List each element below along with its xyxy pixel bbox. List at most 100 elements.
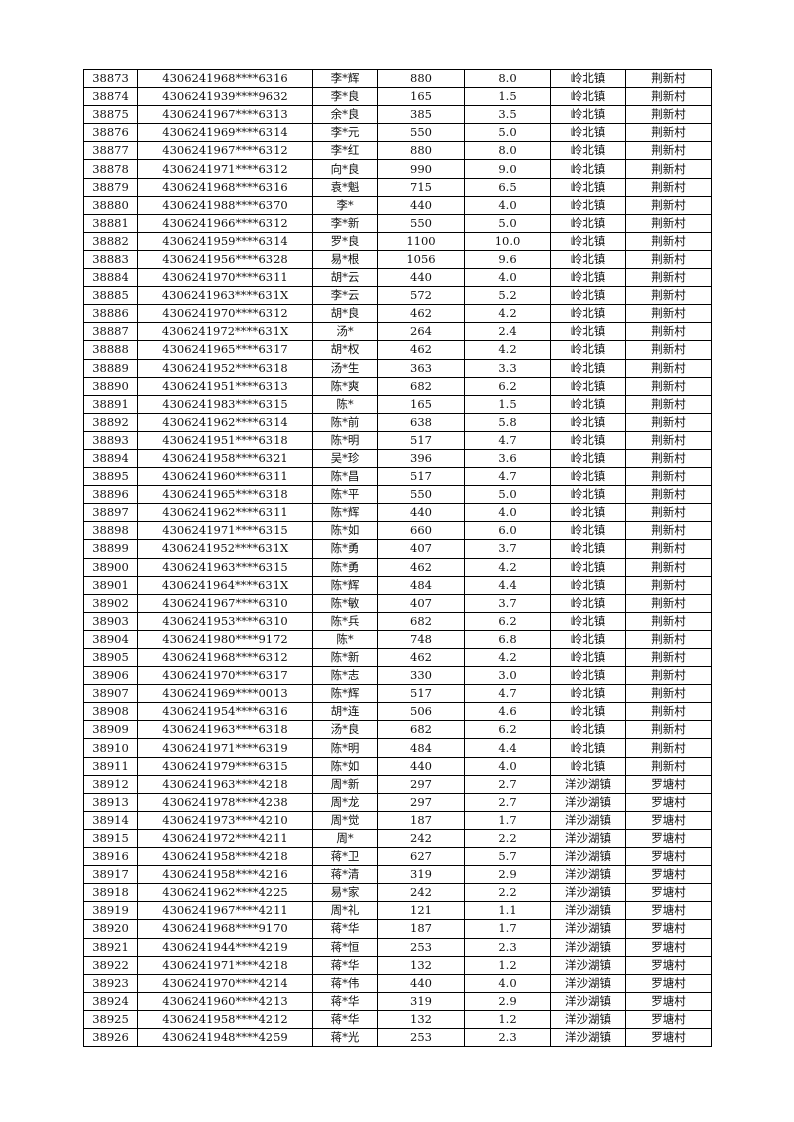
quantity-cell: 5.8 [464,412,551,432]
amount-cell: 517 [377,684,465,704]
quantity-cell: 5.0 [464,485,551,505]
quantity-cell: 1.5 [464,394,551,414]
id-number-cell: 4306241952****6318 [137,358,313,378]
quantity-cell: 2.2 [464,883,551,903]
name-cell: 易*根 [312,249,378,270]
amount-cell: 1100 [377,231,465,251]
name-cell: 周*觉 [312,810,378,830]
town-cell: 岭北镇 [550,159,626,179]
quantity-cell: 4.0 [464,195,551,215]
row-number-cell: 38907 [83,684,138,704]
town-cell: 岭北镇 [550,575,626,595]
name-cell: 陈*平 [312,485,378,505]
quantity-cell: 4.0 [464,973,551,993]
amount-cell: 682 [377,376,465,396]
row-number-cell: 38923 [83,973,138,993]
name-cell: 陈*前 [312,412,378,432]
quantity-cell: 1.5 [464,87,551,107]
amount-cell: 550 [377,213,465,233]
town-cell: 岭北镇 [550,702,626,722]
quantity-cell: 1.2 [464,1009,551,1029]
village-cell: 荆新村 [625,412,712,432]
name-cell: 李*元 [312,123,378,143]
town-cell: 洋沙湖镇 [550,1009,626,1029]
village-cell: 荆新村 [625,286,712,306]
town-cell: 岭北镇 [550,394,626,414]
row-number-cell: 38877 [83,141,138,161]
amount-cell: 682 [377,720,465,740]
town-cell: 岭北镇 [550,213,626,233]
table-row: 38908 4306241954****6316 胡*连 506 4.6 岭北镇 荆新村 [83,702,712,722]
table-row: 38925 4306241958****4212 蒋*华 132 1.2 洋沙湖镇 罗塘村 [83,1009,712,1029]
village-cell: 荆新村 [625,593,712,613]
name-cell: 蒋*卫 [312,847,378,867]
amount-cell: 242 [377,883,465,903]
quantity-cell: 8.0 [464,141,551,161]
name-cell: 余*良 [312,105,378,125]
id-number-cell: 4306241963****6315 [137,557,313,577]
quantity-cell: 5.7 [464,847,551,867]
village-cell: 荆新村 [625,68,712,89]
quantity-cell: 1.7 [464,919,551,939]
name-cell: 陈*爽 [312,376,378,396]
id-number-cell: 4306241968****9170 [137,919,313,939]
village-cell: 罗塘村 [625,865,712,885]
amount-cell: 407 [377,539,465,559]
name-cell: 周*龙 [312,792,378,812]
quantity-cell: 4.4 [464,738,551,758]
name-cell: 汤*良 [312,720,378,740]
village-cell: 荆新村 [625,503,712,523]
village-cell: 罗塘村 [625,1009,712,1029]
amount-cell: 462 [377,304,465,324]
id-number-cell: 4306241958****4218 [137,847,313,867]
row-number-cell: 38924 [83,991,138,1011]
row-number-cell: 38900 [83,557,138,577]
row-number-cell: 38874 [83,87,138,107]
town-cell: 岭北镇 [550,756,626,776]
table-row: 38909 4306241963****6318 汤*良 682 6.2 岭北镇 荆新村 [83,720,712,740]
amount-cell: 132 [377,1009,465,1029]
quantity-cell: 2.3 [464,937,551,957]
name-cell: 蒋*清 [312,865,378,885]
amount-cell: 462 [377,340,465,360]
town-cell: 洋沙湖镇 [550,847,626,867]
quantity-cell: 5.2 [464,286,551,306]
row-number-cell: 38917 [83,865,138,885]
village-cell: 荆新村 [625,485,712,505]
village-cell: 荆新村 [625,684,712,704]
quantity-cell: 1.1 [464,901,551,921]
table-row: 38882 4306241959****6314 罗*良 1100 10.0 岭北镇 荆新村 [83,231,712,251]
town-cell: 岭北镇 [550,557,626,577]
name-cell: 陈*敏 [312,593,378,613]
village-cell: 罗塘村 [625,847,712,867]
quantity-cell: 8.0 [464,68,551,89]
amount-cell: 638 [377,412,465,432]
amount-cell: 715 [377,177,465,197]
id-number-cell: 4306241979****6315 [137,756,313,776]
town-cell: 岭北镇 [550,503,626,523]
town-cell: 岭北镇 [550,195,626,215]
name-cell: 陈*兵 [312,611,378,631]
town-cell: 洋沙湖镇 [550,792,626,812]
table-row: 38898 4306241971****6315 陈*如 660 6.0 岭北镇 荆新村 [83,521,712,541]
village-cell: 荆新村 [625,304,712,324]
quantity-cell: 4.4 [464,575,551,595]
town-cell: 岭北镇 [550,376,626,396]
amount-cell: 660 [377,521,465,541]
id-number-cell: 4306241956****6328 [137,249,313,270]
quantity-cell: 6.8 [464,629,551,650]
town-cell: 岭北镇 [550,87,626,107]
name-cell: 周*新 [312,774,378,794]
id-number-cell: 4306241963****6318 [137,720,313,740]
name-cell: 蒋*华 [312,919,378,939]
amount-cell: 440 [377,268,465,288]
name-cell: 陈*辉 [312,684,378,704]
id-number-cell: 4306241970****4214 [137,973,313,993]
name-cell: 蒋*华 [312,955,378,975]
amount-cell: 253 [377,1027,465,1048]
data-table: 38873 4306241968****6316 李*辉 880 8.0 岭北镇 荆新村 38… [83,68,712,1048]
id-number-cell: 4306241948****4259 [137,1027,313,1048]
village-cell: 荆新村 [625,195,712,215]
row-number-cell: 38916 [83,847,138,867]
id-number-cell: 4306241978****4238 [137,792,313,812]
